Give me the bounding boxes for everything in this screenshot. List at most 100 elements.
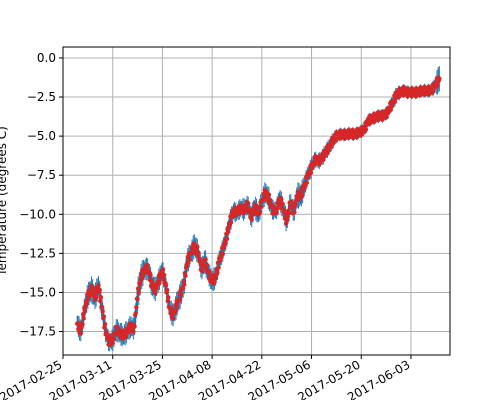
data-point — [177, 297, 183, 302]
data-point — [136, 290, 141, 296]
y-tick-label: −5.0 — [27, 129, 56, 143]
data-point — [180, 286, 186, 291]
data-point — [309, 166, 315, 171]
data-point — [157, 280, 162, 285]
data-point — [124, 333, 129, 338]
data-point — [183, 273, 188, 279]
data-point — [81, 316, 86, 321]
y-tick-label: −12.5 — [19, 246, 56, 260]
data-point — [110, 340, 115, 346]
data-point — [93, 295, 99, 300]
data-point — [267, 198, 273, 203]
data-point — [221, 245, 227, 250]
data-point — [223, 240, 228, 246]
data-point — [165, 298, 170, 304]
data-point — [224, 236, 230, 242]
data-point — [322, 154, 327, 159]
data-point — [274, 210, 279, 215]
data-point — [363, 127, 369, 132]
data-point — [286, 210, 292, 216]
data-point — [187, 256, 192, 262]
data-point — [179, 292, 184, 297]
data-point — [301, 187, 307, 192]
data-series — [75, 66, 442, 352]
data-point — [148, 273, 153, 278]
data-point — [182, 282, 187, 287]
data-point — [384, 114, 389, 120]
data-point — [175, 303, 180, 309]
y-tick-label: −7.5 — [27, 168, 56, 182]
y-axis-label: Temperature (degrees C) — [0, 126, 9, 277]
data-point — [98, 298, 103, 304]
data-point — [163, 282, 169, 288]
data-point — [437, 76, 442, 81]
data-point — [308, 170, 314, 175]
y-tick-label: −10.0 — [19, 207, 56, 221]
data-point — [90, 286, 95, 291]
data-point — [305, 175, 311, 180]
data-point — [300, 192, 305, 197]
data-point — [96, 283, 101, 288]
data-point — [259, 204, 264, 210]
data-point — [80, 322, 85, 327]
data-point — [285, 214, 291, 219]
data-point — [225, 229, 231, 234]
data-point — [158, 275, 163, 280]
data-point — [153, 290, 158, 296]
data-point — [84, 301, 89, 306]
data-point — [173, 308, 179, 313]
data-point — [102, 325, 107, 330]
data-point — [207, 270, 212, 275]
data-point — [195, 244, 200, 250]
data-point — [80, 312, 86, 317]
data-point — [149, 279, 154, 284]
data-point — [102, 321, 108, 327]
data-point — [79, 325, 84, 331]
data-point — [85, 297, 91, 302]
y-tick-label: −2.5 — [27, 90, 56, 104]
data-point — [279, 197, 284, 202]
data-point — [196, 250, 201, 255]
data-point — [140, 274, 146, 279]
data-point — [388, 107, 394, 112]
data-point — [435, 82, 440, 88]
plot-area-frame — [62, 46, 451, 356]
data-point — [170, 316, 176, 321]
data-point — [161, 272, 167, 278]
data-point — [292, 210, 297, 215]
data-point — [160, 267, 166, 272]
data-point — [199, 268, 205, 274]
data-point — [280, 201, 285, 207]
data-point — [220, 251, 225, 257]
data-point — [161, 277, 166, 282]
data-point — [203, 257, 208, 262]
data-point — [275, 206, 281, 211]
data-point — [133, 310, 138, 316]
y-tick-label: 0.0 — [37, 51, 56, 65]
data-point — [135, 286, 141, 291]
data-point — [304, 180, 309, 185]
data-point — [326, 148, 331, 153]
data-point — [100, 309, 105, 314]
data-point — [431, 89, 436, 94]
data-point — [78, 331, 83, 336]
data-point — [137, 282, 143, 287]
data-point — [216, 265, 221, 270]
data-point — [198, 258, 203, 263]
data-point — [134, 305, 139, 310]
y-tick-label: −15.0 — [19, 285, 56, 299]
data-point — [330, 141, 336, 146]
data-point — [145, 263, 150, 269]
data-point — [249, 217, 254, 222]
data-point — [98, 294, 104, 300]
data-point — [359, 132, 365, 137]
data-point — [392, 99, 398, 104]
data-point — [99, 304, 105, 310]
data-point — [97, 287, 102, 293]
data-point — [261, 197, 267, 202]
data-point — [246, 201, 251, 206]
data-point — [389, 104, 395, 109]
data-point — [212, 279, 217, 285]
data-point — [285, 217, 290, 223]
